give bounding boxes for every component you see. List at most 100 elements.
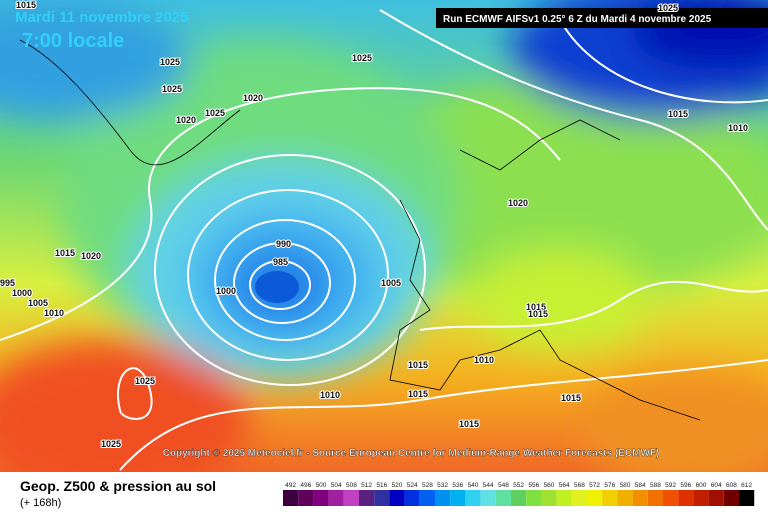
- colorbar-swatch: [328, 490, 344, 506]
- isobar-label: 1025: [658, 3, 678, 13]
- isobar-label: 1015: [16, 0, 36, 10]
- colorbar-swatch: [663, 490, 679, 506]
- colorbar-label: 568: [574, 482, 585, 489]
- colorbar-label: 580: [620, 482, 631, 489]
- field: [0, 0, 768, 472]
- colorbar-swatch: [419, 490, 435, 506]
- colorbar-label: 544: [483, 482, 494, 489]
- colorbar-swatch: [556, 490, 572, 506]
- isobar-label: 1010: [474, 355, 494, 365]
- isobar-label: 1025: [352, 53, 372, 63]
- isobar-label: 1010: [44, 308, 64, 318]
- colorbar-swatch: [298, 490, 314, 506]
- colorbar-swatch: [343, 490, 359, 506]
- isobar-label: 1000: [216, 286, 236, 296]
- isobar-label: 995: [0, 278, 15, 288]
- colorbar-label: 520: [392, 482, 403, 489]
- colorbar-swatch: [465, 490, 481, 506]
- colorbar-swatch: [587, 490, 603, 506]
- isobar-label: 1020: [243, 93, 263, 103]
- colorbar-swatch: [526, 490, 542, 506]
- isobar-label: 1010: [728, 123, 748, 133]
- colorbar-swatch: [723, 490, 739, 506]
- time-title: 7:00 locale: [22, 30, 124, 52]
- colorbar-label: 608: [726, 482, 737, 489]
- isobar-label: 1015: [526, 302, 546, 312]
- colorbar-swatch: [495, 490, 511, 506]
- colorbar-swatch: [602, 490, 618, 506]
- colorbar-label: 584: [635, 482, 646, 489]
- colorbar-swatch: [708, 490, 724, 506]
- colorbar-label: 516: [376, 482, 387, 489]
- colorbar-swatch: [283, 490, 299, 506]
- colorbar-label: 588: [650, 482, 661, 489]
- isobar-label: 985: [273, 257, 288, 267]
- colorbar-label: 540: [468, 482, 479, 489]
- colorbar-label: 508: [346, 482, 357, 489]
- colorbar-swatch: [632, 490, 648, 506]
- isobar-label: 1025: [160, 57, 180, 67]
- colorbar-swatch: [480, 490, 496, 506]
- colorbar-label: 496: [300, 482, 311, 489]
- colorbar-label: 612: [741, 482, 752, 489]
- colorbar-label: 576: [604, 482, 615, 489]
- colorbar-label: 552: [513, 482, 524, 489]
- colorbar-swatch: [374, 490, 390, 506]
- colorbar-swatch: [617, 490, 633, 506]
- colorbar-label: 556: [528, 482, 539, 489]
- colorbar-swatch: [404, 490, 420, 506]
- colorbar-swatch: [739, 490, 755, 506]
- isobar-label: 1025: [135, 376, 155, 386]
- isobar-label: 990: [276, 239, 291, 249]
- isobar-label: 1020: [81, 251, 101, 261]
- isobar-label: 1020: [176, 115, 196, 125]
- colorbar-swatch: [450, 490, 466, 506]
- colorbar-swatch: [541, 490, 557, 506]
- isobar-label: 1010: [320, 390, 340, 400]
- colorbar-label: 572: [589, 482, 600, 489]
- colorbar-label: 504: [331, 482, 342, 489]
- colorbar-swatch: [389, 490, 405, 506]
- colorbar-label: 512: [361, 482, 372, 489]
- colorbar-label: 532: [437, 482, 448, 489]
- isobar-label: 1015: [668, 109, 688, 119]
- isobar-label: 1005: [28, 298, 48, 308]
- colorbar-label: 596: [680, 482, 691, 489]
- coastlines: [19, 39, 701, 421]
- footer-lead: (+ 168h): [20, 497, 61, 509]
- colorbar-swatch: [647, 490, 663, 506]
- isobar-label: 1025: [205, 108, 225, 118]
- colorbar-label: 500: [316, 482, 327, 489]
- isobar-label: 1025: [162, 84, 182, 94]
- colorbar-label: 600: [696, 482, 707, 489]
- isobars: [0, 9, 768, 471]
- colorbar-swatch: [511, 490, 527, 506]
- isobar-label: 1015: [408, 389, 428, 399]
- date-title: Mardi 11 novembre 2025: [15, 9, 188, 26]
- colorbar-swatch: [435, 490, 451, 506]
- isobar-label: 1025: [101, 439, 121, 449]
- copyright: Copyright © 2025 Meteociel.fr - Source E…: [163, 448, 660, 459]
- colorbar-label: 528: [422, 482, 433, 489]
- colorbar-swatch: [678, 490, 694, 506]
- colorbar-label: 492: [285, 482, 296, 489]
- colorbar-swatch: [359, 490, 375, 506]
- isobar-label: 1020: [508, 198, 528, 208]
- isobar-label: 1015: [55, 248, 75, 258]
- colorbar-swatch: [693, 490, 709, 506]
- colorbar-label: 592: [665, 482, 676, 489]
- isobar-label: 1015: [528, 309, 548, 319]
- colorbar-swatch: [313, 490, 329, 506]
- colorbar-label: 564: [559, 482, 570, 489]
- isobar-label: 1015: [408, 360, 428, 370]
- isobar-label: 1015: [459, 419, 479, 429]
- colorbar-label: 524: [407, 482, 418, 489]
- colorbar-label: 548: [498, 482, 509, 489]
- footer-title: Geop. Z500 & pression au sol: [20, 478, 216, 494]
- isobar-label: 1015: [561, 393, 581, 403]
- isobar-label: 1000: [12, 288, 32, 298]
- isobar-label: 1005: [381, 278, 401, 288]
- colorbar-label: 560: [544, 482, 555, 489]
